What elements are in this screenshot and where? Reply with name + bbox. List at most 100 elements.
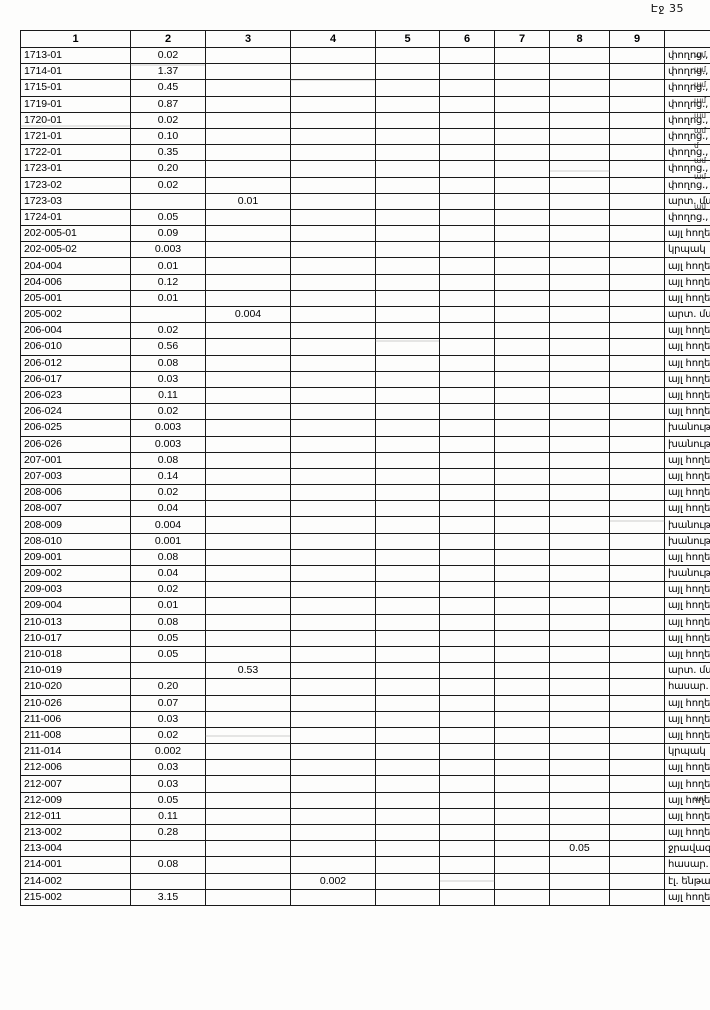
cell-column-7 bbox=[494, 840, 550, 858]
cell-parcel-code: 210-019 bbox=[20, 662, 131, 680]
edge-fragment bbox=[694, 563, 710, 578]
table-row[interactable]: 211-014 0.002 կրպակ bbox=[20, 743, 710, 761]
table-row[interactable]: 206-025 0.003 խանութ bbox=[20, 419, 710, 437]
cell-parcel-code: 206-017 bbox=[20, 370, 131, 388]
cell-column-4 bbox=[290, 160, 376, 178]
cell-column-4 bbox=[290, 403, 376, 421]
cell-column-4 bbox=[290, 192, 376, 210]
cell-column-9 bbox=[609, 597, 665, 615]
cell-parcel-code: 1724-01 bbox=[20, 208, 131, 227]
cell-column-5 bbox=[375, 694, 440, 712]
table-row[interactable]: 202-005-02 0.003 կրպակ bbox=[20, 241, 710, 259]
cell-parcel-code: 209-004 bbox=[20, 597, 131, 615]
edge-fragment bbox=[694, 290, 710, 305]
cell-parcel-code: 208-009 bbox=[20, 516, 131, 534]
cell-column-7 bbox=[494, 111, 550, 129]
edge-fragment bbox=[694, 776, 710, 791]
cell-column-6 bbox=[439, 694, 495, 712]
cell-column-9 bbox=[609, 759, 665, 777]
edge-fragment: ամ bbox=[694, 80, 707, 90]
cell-column-4 bbox=[290, 79, 376, 97]
cell-column-7 bbox=[494, 613, 550, 631]
cell-column-2: 0.003 bbox=[130, 419, 206, 437]
cell-column-6 bbox=[439, 386, 495, 405]
cell-column-7 bbox=[494, 888, 550, 906]
cell-column-2: 0.08 bbox=[130, 354, 206, 372]
cell-description: էլ. ենթակայան bbox=[664, 872, 710, 890]
cell-column-8 bbox=[549, 484, 610, 502]
cell-parcel-code: 212-007 bbox=[20, 775, 131, 793]
cell-column-9 bbox=[609, 678, 665, 696]
table-row[interactable]: 209-002 0.04 խանութ bbox=[20, 564, 710, 583]
table-row[interactable]: 208-009 0.004 խանութ bbox=[20, 516, 710, 534]
cell-parcel-code: 1714-01 bbox=[20, 63, 131, 81]
cell-parcel-code: 208-007 bbox=[20, 500, 131, 518]
cell-column-7 bbox=[494, 160, 550, 178]
cell-column-7 bbox=[494, 516, 550, 534]
cell-column-3 bbox=[205, 160, 291, 178]
cell-column-5 bbox=[375, 176, 440, 194]
table-row[interactable]: 208-010 0.001 խանութ bbox=[20, 532, 710, 550]
edge-fragment bbox=[694, 609, 710, 624]
edge-fragment: ամ bbox=[694, 110, 707, 120]
cell-column-9 bbox=[609, 241, 665, 259]
cell-column-8 bbox=[549, 322, 610, 340]
table-row[interactable]: 214-002 0.002 էլ. ենթակայան bbox=[20, 872, 710, 890]
cell-column-5 bbox=[375, 662, 440, 680]
cell-column-2: 0.02 bbox=[130, 46, 206, 65]
cell-column-7 bbox=[494, 581, 550, 599]
cell-column-4 bbox=[290, 484, 376, 502]
cell-column-3: 0.01 bbox=[205, 192, 291, 210]
cell-column-9 bbox=[609, 823, 665, 842]
cell-column-7 bbox=[494, 338, 550, 356]
cell-column-5 bbox=[375, 629, 440, 647]
cell-column-6 bbox=[439, 419, 495, 437]
table-row[interactable]: 206-026 0.003 խանութ bbox=[20, 435, 710, 453]
